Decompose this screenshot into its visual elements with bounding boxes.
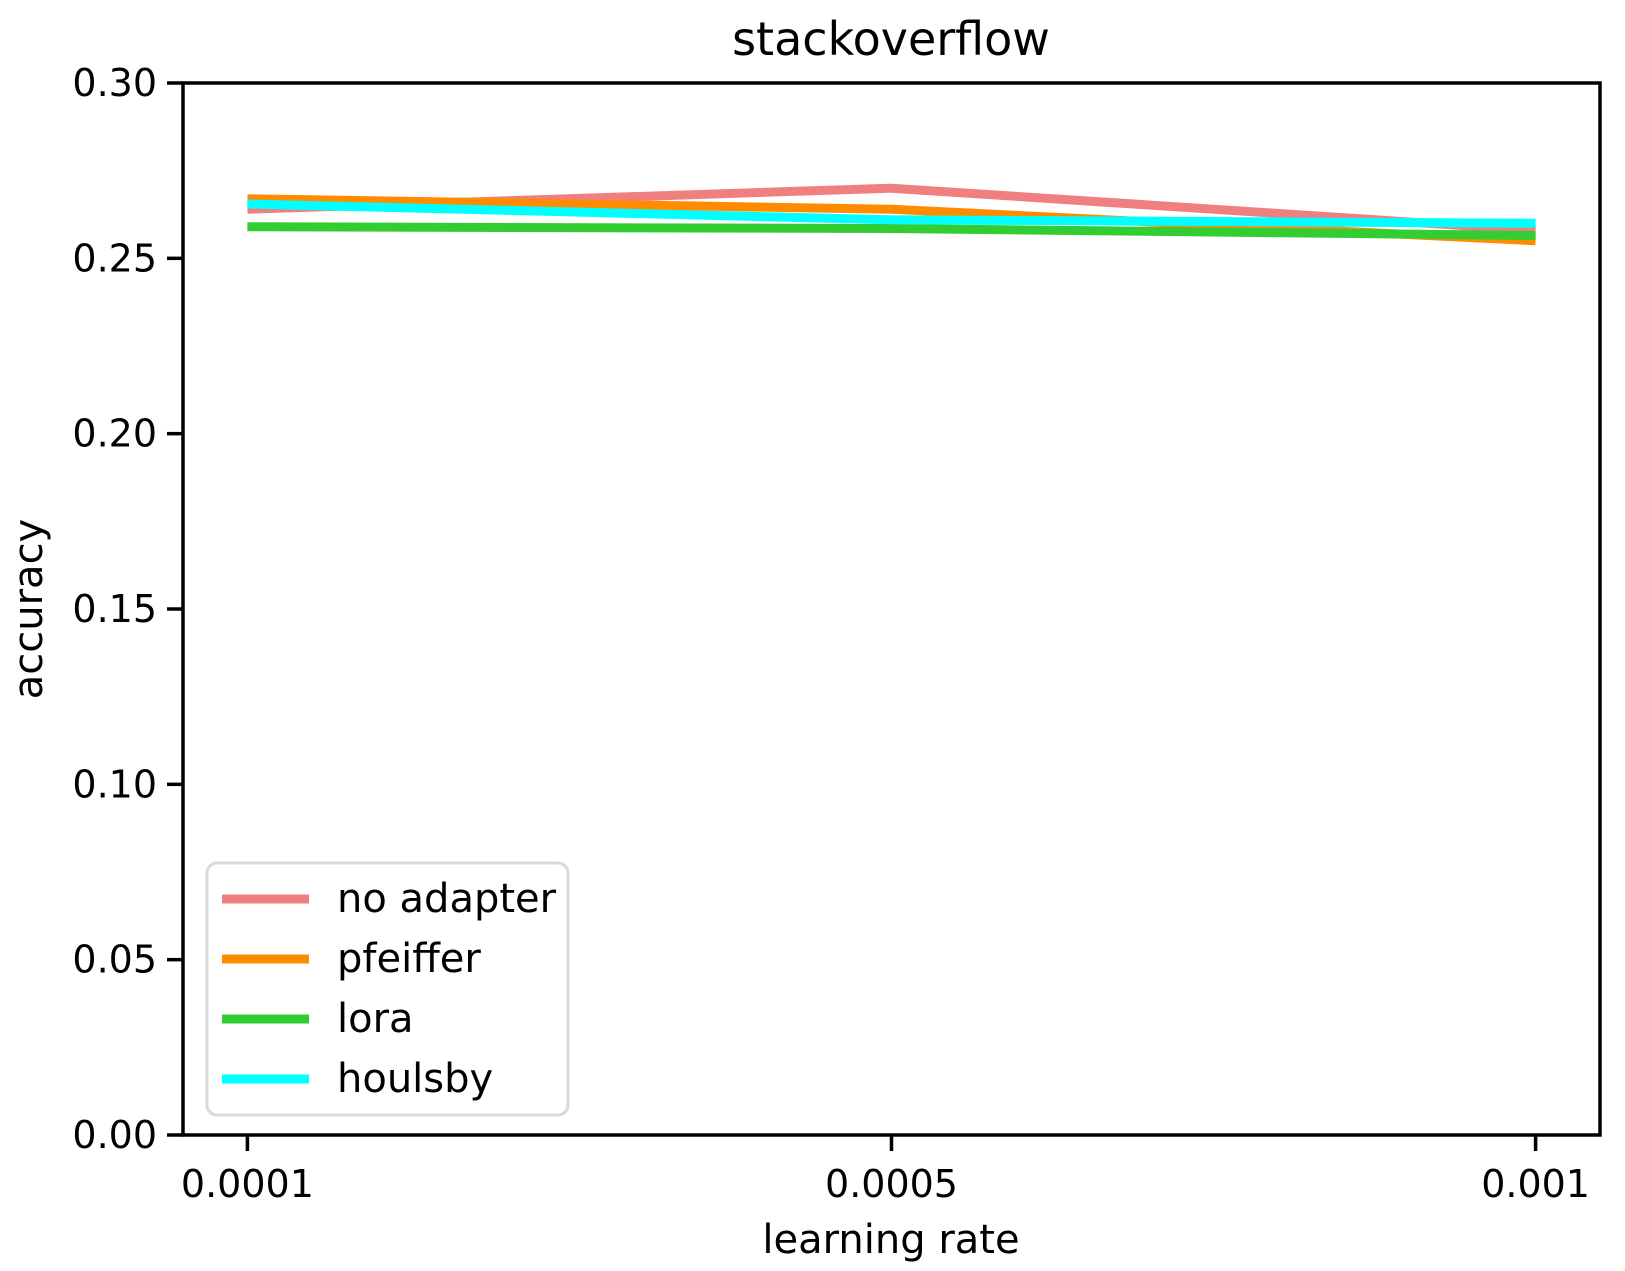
y-tick-label: 0.30 [72, 61, 157, 105]
legend-entry-label: lora [337, 996, 414, 1042]
y-tick-label: 0.20 [72, 412, 157, 456]
y-axis-label: accuracy [6, 519, 52, 699]
y-tick-label: 0.25 [72, 236, 157, 280]
legend-entry-label: no adapter [337, 876, 557, 922]
series-line-houlsby [247, 199, 1536, 228]
chart-title: stackoverflow [732, 12, 1050, 66]
legend: no adapter pfeiffer lora houlsby [205, 861, 570, 1117]
x-tick-label: 0.001 [1481, 1162, 1590, 1206]
y-tick-label: 0.15 [72, 587, 157, 631]
data-series-lines [247, 183, 1536, 246]
plot-border-spines [181, 81, 1602, 1137]
y-tick-label: 0.10 [72, 762, 157, 806]
x-axis-ticks: 0.0001 0.0005 0.001 [181, 1135, 1590, 1206]
x-tick-label: 0.0001 [181, 1162, 314, 1206]
y-tick-label: 0.05 [72, 938, 157, 982]
series-line-lora [247, 222, 1536, 241]
legend-box [205, 861, 570, 1117]
y-tick-label: 0.00 [72, 1113, 157, 1157]
x-tick-label: 0.0005 [825, 1162, 958, 1206]
y-axis-ticks: 0.00 0.05 0.10 0.15 0.20 0.25 0.30 [72, 61, 183, 1157]
legend-entry-label: pfeiffer [337, 936, 481, 982]
legend-entry-label: houlsby [337, 1056, 493, 1102]
x-axis-label: learning rate [762, 1217, 1019, 1263]
